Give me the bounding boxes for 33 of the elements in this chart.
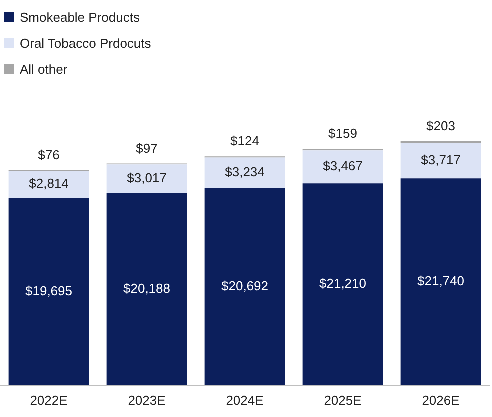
bar <box>400 143 482 179</box>
data-label: $19,695 <box>26 283 72 298</box>
data-label: $3,017 <box>127 170 167 186</box>
x-tick-label: 2023E <box>128 392 166 408</box>
bar <box>8 171 90 198</box>
x-tick-label: 2026E <box>422 392 460 408</box>
bar <box>204 158 286 189</box>
x-tick-label: 2025E <box>324 392 362 408</box>
legend-label: Smokeable Products <box>20 10 140 24</box>
legend-label: Oral Tobacco Prdocuts <box>20 36 152 50</box>
data-label: $203 <box>426 118 456 134</box>
data-label: $20,692 <box>222 278 268 294</box>
data-label: $3,717 <box>421 152 461 168</box>
bar <box>400 178 482 386</box>
data-label: $3,467 <box>323 158 363 174</box>
data-label: $124 <box>230 134 260 149</box>
bar <box>204 188 286 386</box>
data-label: $97 <box>136 140 158 156</box>
bar <box>8 198 90 386</box>
bar <box>106 193 188 386</box>
data-label: $20,188 <box>124 280 170 296</box>
data-label: $2,814 <box>29 176 69 192</box>
legend-label: All other <box>20 62 68 76</box>
x-tick-label: 2024E <box>226 392 264 408</box>
bar <box>106 164 188 194</box>
bar <box>302 150 384 184</box>
data-label: $76 <box>38 148 60 163</box>
bar <box>302 184 384 386</box>
data-label: $21,740 <box>418 274 464 289</box>
data-label: $159 <box>328 126 358 142</box>
x-tick-label: 2022E <box>30 392 68 408</box>
data-label: $3,234 <box>225 164 265 180</box>
data-label: $21,210 <box>320 276 366 292</box>
